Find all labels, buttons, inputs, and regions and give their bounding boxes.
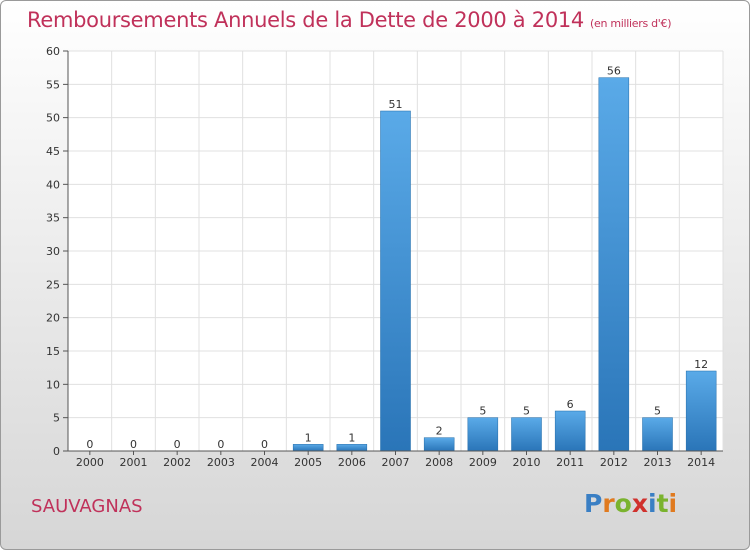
bar-value-label: 56 xyxy=(607,65,621,78)
y-tick-label: 0 xyxy=(53,445,60,458)
y-tick-label: 10 xyxy=(46,378,60,391)
bar-value-label: 5 xyxy=(654,405,661,418)
brand-letter: r xyxy=(602,489,615,518)
bar-value-label: 0 xyxy=(86,438,93,451)
bar xyxy=(554,410,586,452)
bar-value-label: 0 xyxy=(217,438,224,451)
brand-letter: i xyxy=(648,489,657,518)
bar-value-label: 6 xyxy=(567,398,574,411)
x-tick-label: 2005 xyxy=(294,456,322,469)
x-tick-label: 2011 xyxy=(556,456,584,469)
brand-letter: o xyxy=(614,489,632,518)
bar xyxy=(380,110,411,452)
bar-value-label: 1 xyxy=(348,431,355,444)
bar xyxy=(642,417,673,452)
x-tick-label: 2000 xyxy=(76,456,104,469)
bar-value-label: 0 xyxy=(261,438,268,451)
x-tick-label: 2012 xyxy=(600,456,628,469)
x-tick-label: 2009 xyxy=(469,456,497,469)
bar-value-label: 5 xyxy=(523,405,530,418)
y-tick-label: 15 xyxy=(46,345,60,358)
brand-letter: t xyxy=(656,489,669,518)
chart-title: Remboursements Annuels de la Dette de 20… xyxy=(27,8,671,32)
y-tick-label: 45 xyxy=(46,145,60,158)
chart-subtitle: (en milliers d'€) xyxy=(590,17,672,30)
y-tick-label: 25 xyxy=(46,278,60,291)
bar xyxy=(511,417,542,452)
x-tick-label: 2002 xyxy=(163,456,191,469)
bar-value-label: 51 xyxy=(389,98,403,111)
y-tick-label: 55 xyxy=(46,78,60,91)
y-tick-label: 30 xyxy=(46,245,60,258)
x-tick-label: 2007 xyxy=(382,456,410,469)
bar xyxy=(685,370,717,452)
x-tick-label: 2001 xyxy=(120,456,148,469)
title-text: Remboursements Annuels de la Dette de 20… xyxy=(27,8,584,32)
bar-value-label: 1 xyxy=(305,431,312,444)
y-tick-label: 20 xyxy=(46,312,60,325)
bar-value-label: 0 xyxy=(130,438,137,451)
brand-letter: x xyxy=(631,489,648,518)
brand-letter: P xyxy=(584,489,603,518)
bar-value-label: 5 xyxy=(479,405,486,418)
y-tick-label: 35 xyxy=(46,212,60,225)
y-tick-label: 50 xyxy=(46,112,60,125)
place-name: SAUVAGNAS xyxy=(31,496,143,517)
bar-value-label: 0 xyxy=(174,438,181,451)
x-tick-label: 2013 xyxy=(644,456,672,469)
brand-logo: Proxiti xyxy=(584,489,677,518)
y-tick-label: 40 xyxy=(46,178,60,191)
x-tick-label: 2014 xyxy=(687,456,715,469)
brand-letter: i xyxy=(668,489,678,518)
x-tick-label: 2003 xyxy=(207,456,235,469)
bar xyxy=(292,444,324,452)
y-tick-label: 60 xyxy=(46,45,60,58)
bar xyxy=(467,417,499,452)
bar xyxy=(336,444,368,452)
bar xyxy=(423,437,455,452)
y-tick-label: 5 xyxy=(53,412,60,425)
x-tick-label: 2010 xyxy=(513,456,541,469)
x-tick-label: 2006 xyxy=(338,456,366,469)
bar xyxy=(598,77,630,452)
bar-value-label: 2 xyxy=(436,425,443,438)
bar-value-label: 12 xyxy=(694,358,708,371)
x-tick-label: 2004 xyxy=(251,456,279,469)
x-tick-label: 2008 xyxy=(425,456,453,469)
